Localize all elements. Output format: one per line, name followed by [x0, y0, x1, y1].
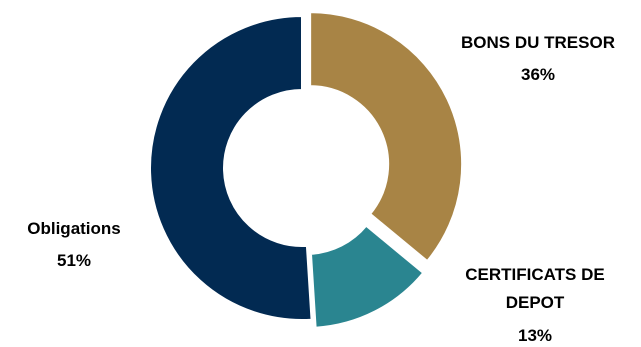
- label-obligations-name: Obligations: [27, 219, 121, 238]
- label-obligations: Obligations 51%: [27, 219, 121, 270]
- slice-obligations: [149, 14, 313, 321]
- donut-slices: [149, 11, 464, 329]
- label-certificats-percent: 13%: [518, 326, 552, 345]
- label-obligations-percent: 51%: [57, 251, 91, 270]
- slice-certificats-de-depot: [309, 224, 425, 329]
- label-bons-du-tresor-name: BONS DU TRESOR: [461, 33, 615, 52]
- label-certificats-de-depot: CERTIFICATS DE DEPOT 13%: [465, 265, 604, 345]
- slice-bons-du-tresor: [309, 11, 464, 263]
- label-bons-du-tresor-percent: 36%: [521, 65, 555, 84]
- label-certificats-line-1: CERTIFICATS DE: [465, 265, 604, 284]
- label-certificats-line-2: DEPOT: [506, 293, 565, 312]
- label-bons-du-tresor: BONS DU TRESOR 36%: [461, 33, 615, 84]
